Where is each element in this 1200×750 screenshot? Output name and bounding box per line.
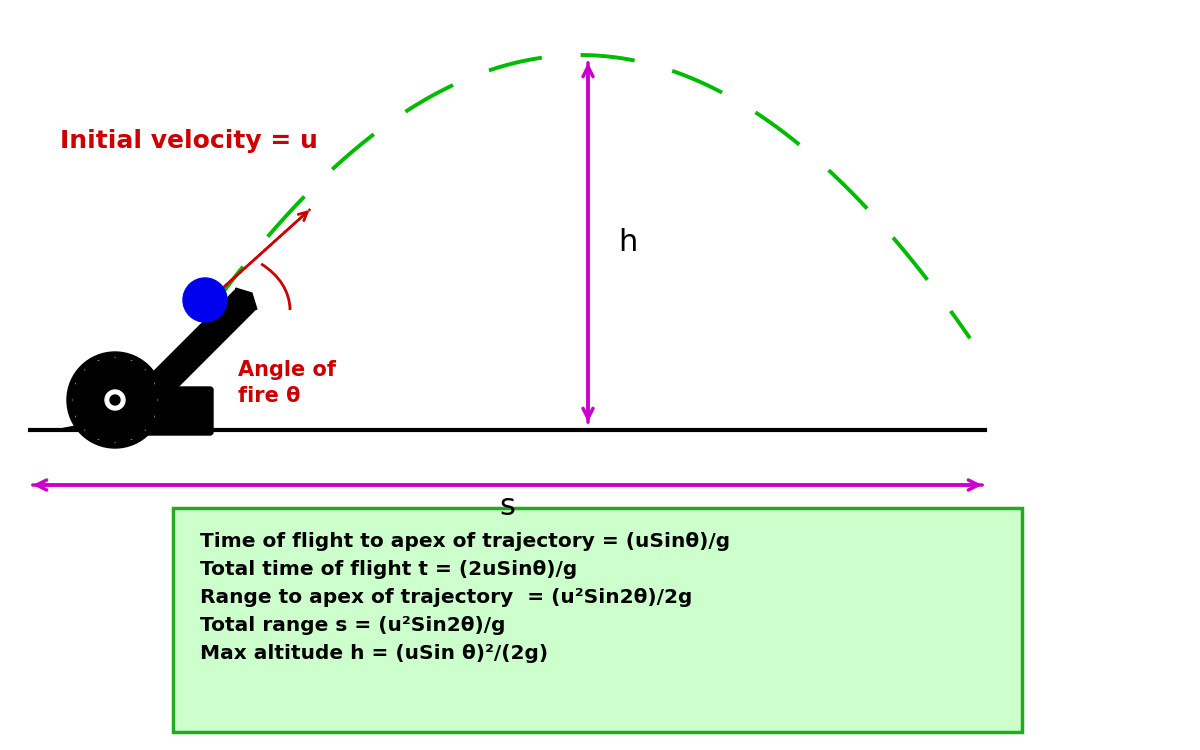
FancyBboxPatch shape [173, 508, 1022, 732]
Circle shape [73, 358, 157, 442]
Polygon shape [55, 408, 200, 430]
Circle shape [182, 278, 227, 322]
Text: h: h [618, 228, 637, 257]
Text: Angle of
fire θ: Angle of fire θ [238, 360, 336, 407]
Text: Time of flight to apex of trajectory = (uSinθ)/g
Total time of flight t = (2uSin: Time of flight to apex of trajectory = (… [200, 532, 730, 663]
FancyArrow shape [150, 288, 257, 395]
Circle shape [106, 390, 125, 410]
Circle shape [110, 395, 120, 405]
Text: Initial velocity = u: Initial velocity = u [60, 129, 318, 153]
Circle shape [67, 352, 163, 448]
FancyBboxPatch shape [88, 387, 214, 435]
Text: s: s [499, 492, 516, 521]
